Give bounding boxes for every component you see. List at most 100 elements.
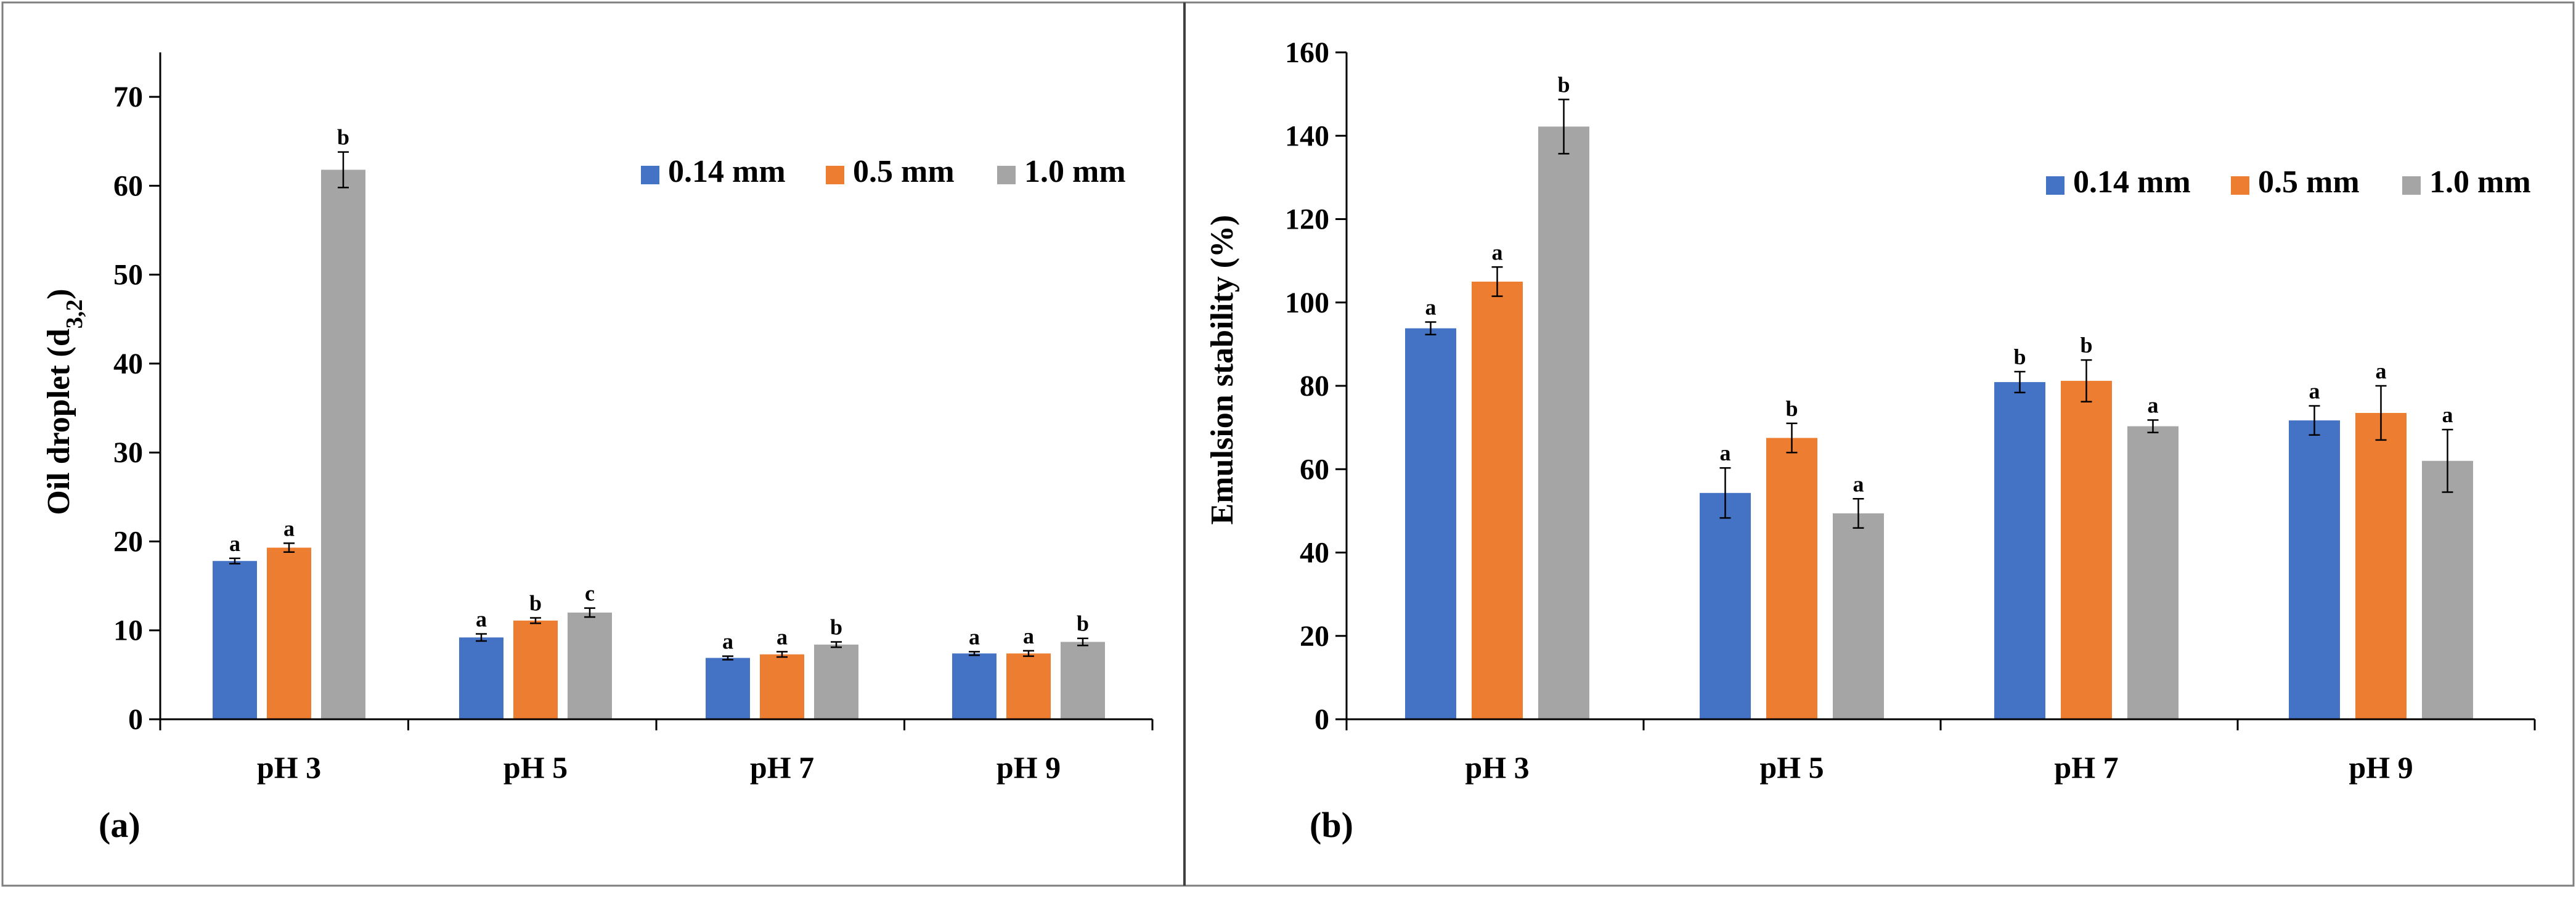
- panel-a-bar: [459, 637, 503, 719]
- panel-a-bar: [513, 620, 558, 719]
- panel-a-significance-letter: a: [476, 607, 487, 632]
- panel-a-y-tick-label: 40: [113, 348, 143, 380]
- panel-a-legend-label: 0.5 mm: [853, 154, 955, 189]
- panel-b-bar: [2422, 460, 2473, 719]
- panel-b-bar: [1700, 492, 1751, 719]
- panel-a-bar: [706, 658, 750, 719]
- panel-b-significance-letter: b: [1785, 396, 1798, 421]
- panel-b-bar: [2355, 412, 2407, 719]
- panel-a-category-label: pH 5: [503, 750, 568, 785]
- panel-a-legend-label: 0.14 mm: [668, 154, 786, 189]
- panel-b-legend-label: 1.0 mm: [2429, 165, 2531, 200]
- panel-b-label: (b): [1310, 805, 1353, 845]
- panel-b-significance-letter: a: [2309, 378, 2320, 403]
- panel-a-category-label: pH 7: [750, 750, 814, 785]
- panel-a-legend-label: 1.0 mm: [1024, 154, 1126, 189]
- panel-b-bar: [1766, 438, 1817, 719]
- panel-a-bars: a a b a b c a a b a a b: [213, 125, 1105, 719]
- panel-a-label: (a): [99, 805, 141, 845]
- panel-b-bar: [2061, 380, 2112, 719]
- panel-a-y-tick-label: 50: [113, 259, 143, 292]
- panel-b-significance-letter: a: [1720, 441, 1731, 465]
- panel-b-y-tick-label: 160: [1285, 36, 1329, 69]
- panel-b-significance-letter: b: [2013, 345, 2026, 369]
- panel-b-significance-letter: a: [2148, 393, 2159, 417]
- panel-b-bars: a a b a b a b b a a a a: [1405, 72, 2473, 719]
- panel-a-bar: [760, 654, 804, 719]
- panel-a-y-tick-label: 20: [113, 525, 143, 558]
- panel-a-significance-letter: b: [830, 614, 842, 639]
- panel-a-legend-swatch: [997, 166, 1016, 184]
- panel-b-bar: [1472, 281, 1523, 719]
- panel-b-y-tick-label: 120: [1285, 203, 1329, 236]
- panel-b-significance-letter: a: [2442, 402, 2453, 427]
- panel-b-y-tick-label: 40: [1300, 537, 1329, 569]
- panel-b-y-tick-label: 140: [1285, 120, 1329, 152]
- panel-b-category-label: pH 9: [2349, 750, 2413, 785]
- panel-a-significance-letter: a: [969, 624, 980, 649]
- panel-a-y-axis-label: Oil droplet (d3,2): [41, 288, 88, 515]
- panel-a-significance-letter: a: [283, 516, 295, 541]
- panel-a-bar: [321, 169, 365, 719]
- panel-b-y-tick-label: 100: [1285, 287, 1329, 319]
- panel-a-y-tick-label: 0: [128, 703, 143, 736]
- panel-a-bar: [267, 547, 311, 719]
- panel-a-legend-swatch: [641, 166, 659, 184]
- panel-b-bar: [2127, 426, 2179, 719]
- panel-b-category-label: pH 3: [1465, 750, 1529, 785]
- panel-b-bar: [1538, 126, 1589, 719]
- panel-b-significance-letter: b: [1557, 72, 1570, 97]
- panel-b-legend: 0.14 mm 0.5 mm 1.0 mm: [2046, 165, 2531, 200]
- panel-b-legend-label: 0.5 mm: [2258, 165, 2360, 200]
- panel-a-significance-letter: a: [776, 624, 788, 649]
- panel-a-x-axis: pH 3 pH 5 pH 7 pH 9: [159, 718, 1154, 785]
- panel-a-bar: [814, 644, 858, 719]
- panel-a-y-tick-label: 30: [113, 436, 143, 469]
- panel-b-bar: [1405, 328, 1456, 719]
- panel-a-bar: [1006, 653, 1051, 719]
- panel-a-y-tick-label: 60: [113, 169, 143, 202]
- panel-a-y-tick-label: 10: [113, 614, 143, 647]
- panel-b-bar: [1994, 382, 2045, 719]
- panel-a-significance-letter: c: [585, 581, 595, 606]
- panel-b-category-label: pH 7: [2054, 750, 2118, 785]
- panel-a-significance-letter: a: [722, 629, 733, 654]
- panel-b-x-axis: pH 3 pH 5 pH 7 pH 9: [1345, 718, 2536, 785]
- panel-b-y-axis-label: Emulsion stability (%): [1205, 215, 1240, 525]
- panel-b-legend-swatch: [2402, 176, 2421, 195]
- panel-a-significance-letter: b: [1077, 611, 1089, 636]
- panel-a-significance-letter: a: [1023, 624, 1034, 648]
- panel-b-y-tick-label: 0: [1314, 703, 1329, 736]
- panel-b-y-tick-label: 60: [1300, 453, 1329, 486]
- panel-b-significance-letter: a: [1853, 471, 1864, 496]
- panel-b-y-tick-label: 20: [1300, 620, 1329, 653]
- panel-a-category-label: pH 3: [257, 750, 321, 785]
- panel-b-bar: [2289, 420, 2340, 719]
- panel-b-significance-letter: a: [2376, 359, 2387, 383]
- panel-a-significance-letter: b: [529, 591, 542, 616]
- panel-a-legend-swatch: [826, 166, 844, 184]
- panel-a-significance-letter: a: [229, 531, 240, 556]
- panel-b-category-label: pH 5: [1759, 750, 1824, 785]
- panel-b-legend-swatch: [2231, 176, 2249, 195]
- panel-b-significance-letter: a: [1492, 240, 1503, 264]
- panel-b-legend-swatch: [2046, 176, 2064, 195]
- panel-a-bar: [1061, 642, 1105, 719]
- panel-a-legend: 0.14 mm 0.5 mm 1.0 mm: [641, 154, 1126, 189]
- panel-a-y-axis: 0 10 20 30 40 50 60 70: [113, 52, 161, 736]
- panel-a-bar: [213, 561, 257, 719]
- panel-b-legend-label: 0.14 mm: [2073, 165, 2191, 200]
- panel-b-significance-letter: b: [2080, 333, 2092, 357]
- panel-a-y-tick-label: 70: [113, 81, 143, 113]
- panel-b-significance-letter: a: [1425, 295, 1437, 320]
- panel-a-bar: [568, 612, 612, 719]
- panel-b-y-axis: 0 20 40 60 80 100 120 140 160: [1285, 36, 1348, 736]
- panel-b-bar: [1833, 513, 1884, 719]
- panel-b-y-tick-label: 80: [1300, 370, 1329, 402]
- panel-a-category-label: pH 9: [997, 750, 1061, 785]
- panel-a-significance-letter: b: [337, 125, 349, 150]
